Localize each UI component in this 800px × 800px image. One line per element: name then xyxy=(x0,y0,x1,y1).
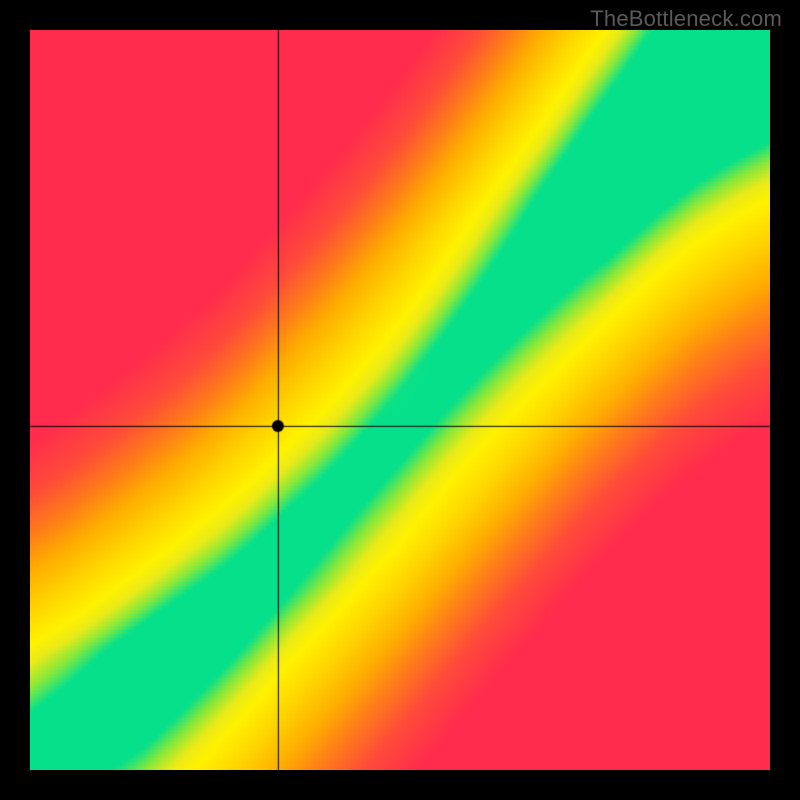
chart-container: TheBottleneck.com xyxy=(0,0,800,800)
heatmap-plot xyxy=(30,30,770,770)
heatmap-canvas xyxy=(30,30,770,770)
watermark-text: TheBottleneck.com xyxy=(590,6,782,32)
